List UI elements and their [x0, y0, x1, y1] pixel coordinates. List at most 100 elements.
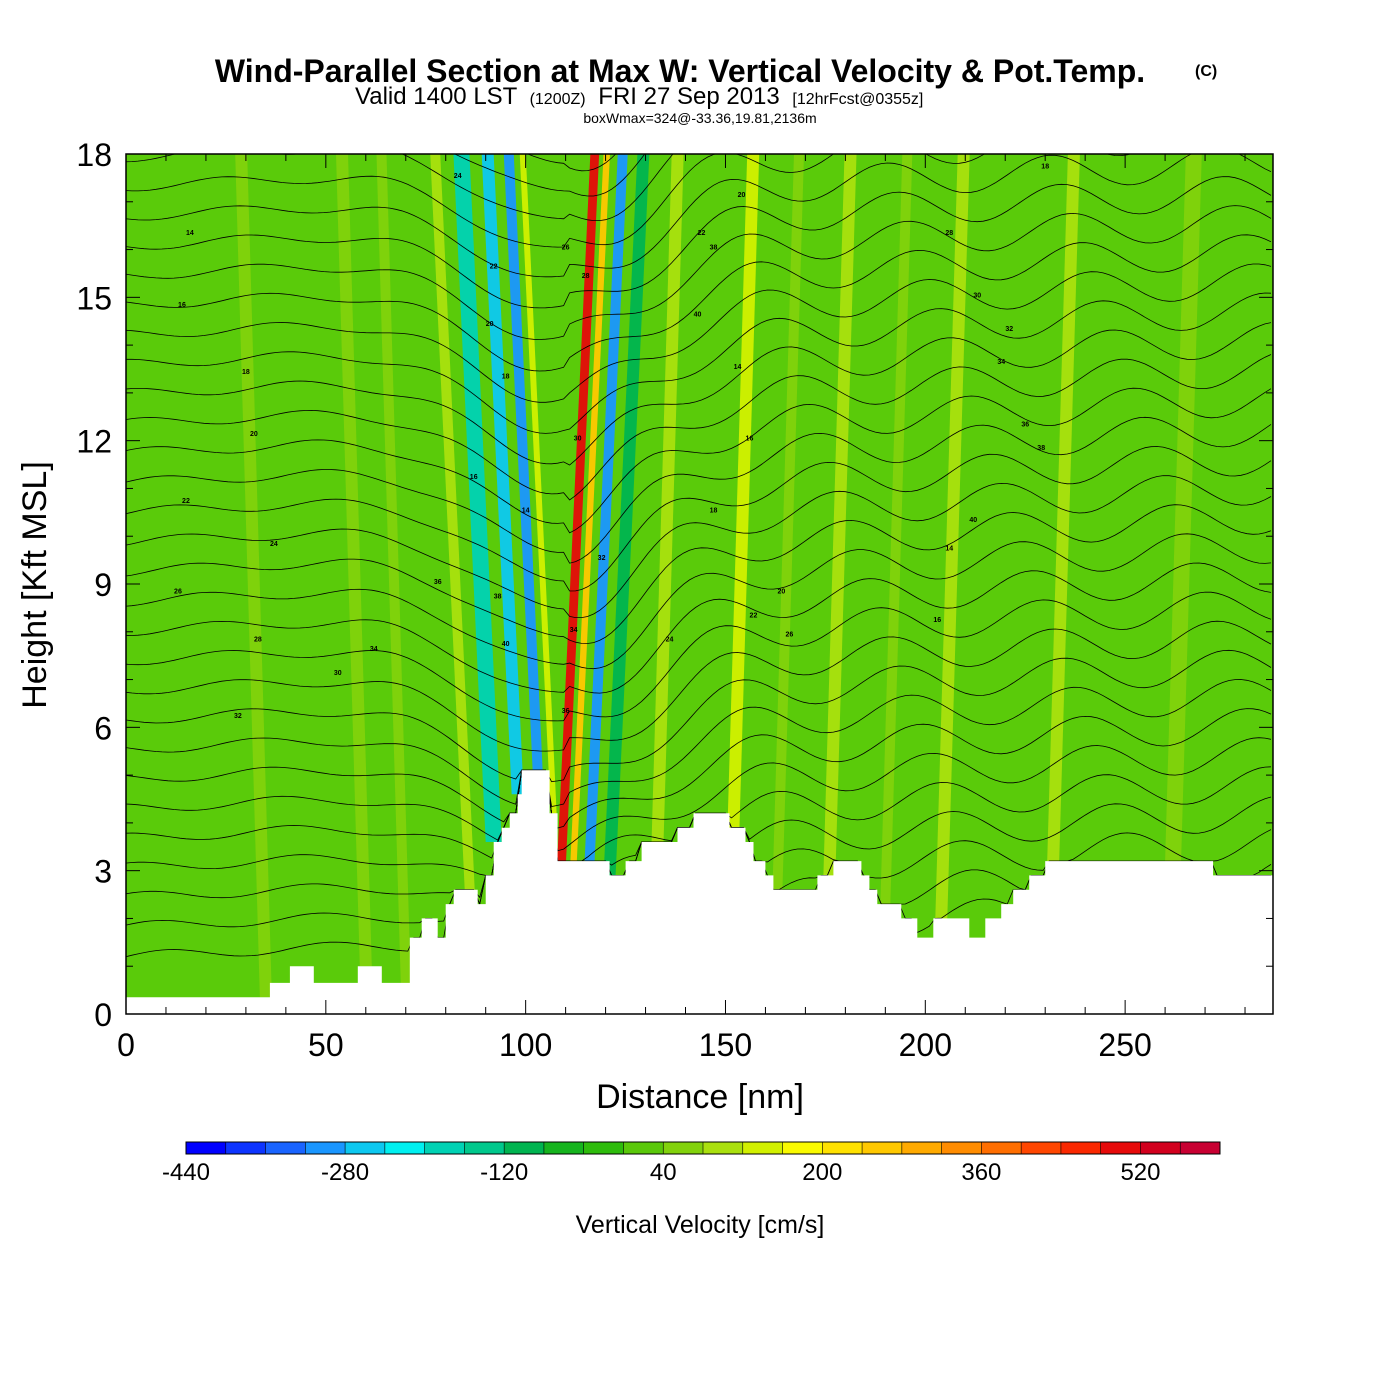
contour-label-6: 26 [174, 589, 182, 596]
chart-subtitle: Valid 1400 LST (1200Z) FRI 27 Sep 2013 [… [355, 83, 923, 110]
contour-label-46: 22 [698, 230, 706, 237]
colorbar-labels: -440 -280 -120 40 200 360 520 [162, 1159, 1161, 1186]
contour-line-10 [126, 591, 1272, 722]
w-band-17 [235, 154, 272, 998]
plot-area: 14 16 18 20 22 24 26 28 30 32 34 36 38 40 14 16 18 20 22 24… [126, 154, 1273, 1014]
colorbar-swatch-20 [981, 1142, 1022, 1154]
w-band-15 [1047, 154, 1080, 862]
x-tick-label-0: 0 [117, 1027, 135, 1063]
y-axis-label: Height [Kft MSL] [16, 461, 54, 709]
contour-line-17 [126, 387, 1272, 534]
w-band-5 [570, 154, 610, 862]
contour-label-3: 20 [250, 431, 258, 438]
w-band-3 [519, 154, 557, 814]
contour-line-20 [126, 292, 1272, 434]
subtitle-date: FRI 27 Sep 2013 [598, 83, 779, 110]
colorbar-swatch-0 [186, 1142, 227, 1154]
w-band-8 [651, 154, 684, 842]
colorbar-label-200: 200 [802, 1159, 842, 1186]
x-axis: 0 50 100 150 200 250 [117, 154, 1246, 1063]
colorbar-swatch-24 [1140, 1142, 1181, 1154]
x-tick-label-200: 200 [899, 1027, 952, 1063]
colorbar-swatch-13 [703, 1142, 744, 1154]
colorbar-swatch-15 [782, 1142, 823, 1154]
contour-label-16: 18 [502, 374, 510, 381]
contour-label-23: 32 [598, 555, 606, 562]
contour-label-25: 36 [562, 708, 570, 715]
contour-label-45: 20 [738, 192, 746, 199]
contour-line-23 [126, 205, 1272, 340]
colorbar-swatch-23 [1100, 1142, 1141, 1154]
colorbar-swatch-17 [862, 1142, 903, 1154]
x-tick-label-50: 50 [308, 1027, 344, 1063]
contour-label-21: 28 [582, 273, 590, 280]
colorbar-swatch-3 [305, 1142, 346, 1154]
contour-label-13: 40 [502, 641, 510, 648]
subtitle-valid: Valid 1400 LST [355, 83, 518, 110]
contour-line-7 [126, 679, 1272, 807]
colorbar-swatch-8 [504, 1142, 545, 1154]
w-band-0 [453, 154, 502, 842]
colorbar-swatch-1 [225, 1142, 267, 1154]
colorbar-swatch-25 [1180, 1142, 1221, 1154]
contour-line-8 [126, 649, 1272, 783]
contour-line-11 [126, 562, 1272, 694]
colorbar-label--120: -120 [480, 1159, 528, 1186]
w-band-12 [823, 154, 857, 876]
contour-label-18: 22 [490, 264, 498, 271]
w-band-18 [336, 154, 372, 967]
contour-label-43: 16 [933, 617, 941, 624]
contour-label-37: 32 [1005, 326, 1013, 333]
contour-label-28: 14 [734, 364, 742, 371]
colorbar-label-40: 40 [650, 1159, 677, 1186]
contour-label-36: 30 [973, 292, 981, 299]
contour-label-15: 16 [470, 474, 478, 481]
contour-label-0: 14 [186, 230, 194, 237]
contour-line-9 [126, 620, 1272, 752]
contour-label-1: 16 [178, 302, 186, 309]
y-tick-label-0: 0 [94, 997, 112, 1033]
contour-line-6 [126, 708, 1272, 829]
subtitle-forecast: [12hrFcst@0355z] [792, 91, 923, 108]
contour-line-18 [126, 354, 1272, 501]
contour-label-5: 24 [270, 541, 278, 548]
y-tick-label-12: 12 [76, 424, 112, 460]
contour-label-19: 24 [454, 173, 462, 180]
subtitle-utc: (1200Z) [530, 91, 586, 108]
colorbar-swatch-2 [265, 1142, 306, 1154]
contour-label-26: 38 [710, 245, 718, 252]
contour-line-15 [126, 446, 1272, 592]
colorbar-swatch-4 [345, 1142, 386, 1154]
x-tick-label-150: 150 [699, 1027, 752, 1063]
colorbar-label-520: 520 [1120, 1159, 1160, 1186]
x-tick-label-250: 250 [1098, 1027, 1151, 1063]
x-tick-label-100: 100 [499, 1027, 552, 1063]
x-axis-label: Distance [nm] [596, 1078, 804, 1116]
colorbar-label-360: 360 [961, 1159, 1001, 1186]
copyright-mark: (C) [1195, 63, 1217, 80]
contour-line-24 [126, 176, 1272, 309]
contour-label-27: 40 [694, 311, 702, 318]
colorbar-label--440: -440 [162, 1159, 210, 1186]
colorbar-title: Vertical Velocity [cm/s] [576, 1211, 825, 1239]
contour-line-5 [126, 737, 1272, 852]
contour-line-21 [126, 263, 1272, 403]
colorbar-swatch-16 [822, 1142, 863, 1154]
terrain [126, 770, 1273, 1014]
colorbar-swatch-6 [424, 1142, 465, 1154]
y-tick-label-3: 3 [94, 854, 112, 890]
contour-label-4: 22 [182, 498, 190, 505]
contour-line-12 [126, 533, 1272, 670]
contour-label-30: 18 [710, 507, 718, 514]
colorbar-swatch-5 [384, 1142, 426, 1154]
vertical-velocity-field [235, 154, 1202, 998]
w-band-14 [935, 154, 970, 919]
colorbar-swatch-9 [543, 1142, 585, 1154]
colorbar-swatch-7 [464, 1142, 505, 1154]
contour-label-29: 16 [746, 436, 754, 443]
w-band-11 [772, 154, 804, 890]
contour-label-33: 24 [666, 636, 674, 643]
contour-label-22: 30 [574, 436, 582, 443]
w-band-13 [880, 154, 913, 905]
colorbar-swatch-22 [1060, 1142, 1102, 1154]
